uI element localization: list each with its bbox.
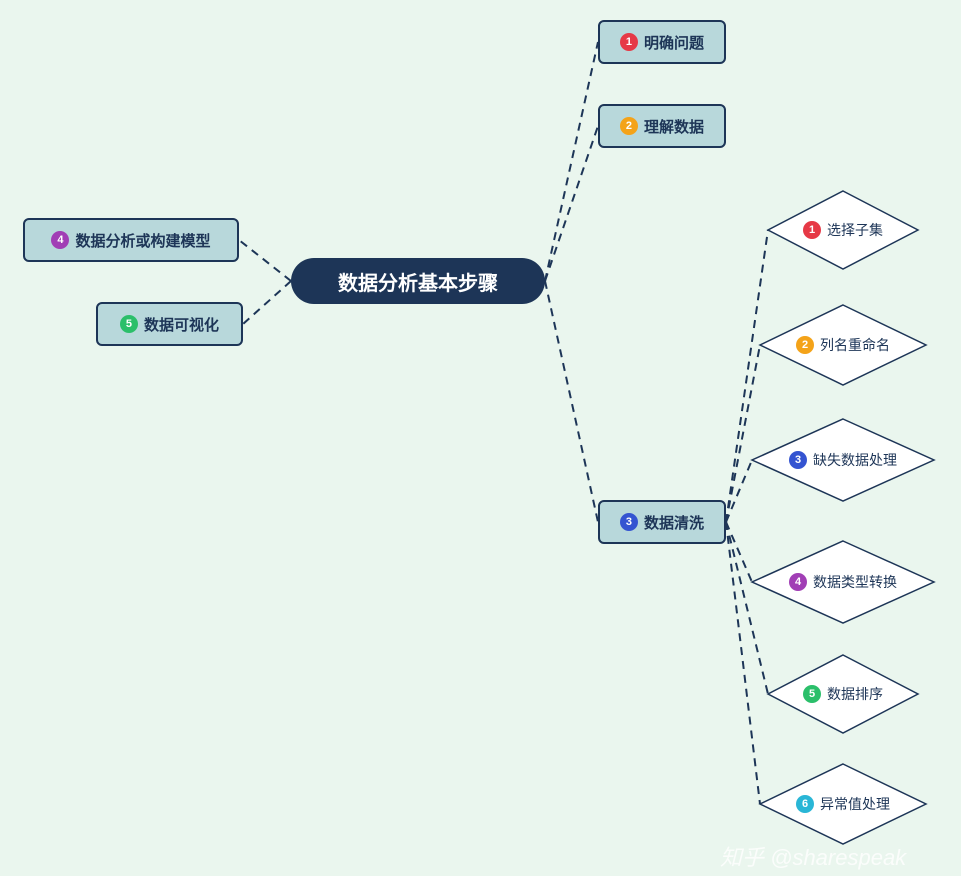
- badge-icon: 6: [796, 795, 814, 813]
- edge: [545, 281, 598, 522]
- badge-icon: 1: [803, 221, 821, 239]
- rect-node-n4: 4 数据分析或构建模型: [23, 218, 239, 262]
- edge: [243, 281, 291, 324]
- diamond-label: 异常值处理: [820, 794, 890, 814]
- diamond-label: 数据排序: [827, 684, 883, 704]
- diamond-label: 列名重命名: [820, 335, 890, 355]
- diamond-content: 3 缺失数据处理: [752, 419, 934, 501]
- rect-node-n3: 3 数据清洗: [598, 500, 726, 544]
- diamond-content: 5 数据排序: [768, 655, 918, 733]
- diamond-label: 数据类型转换: [813, 572, 897, 592]
- badge-icon: 5: [120, 315, 138, 333]
- badge-icon: 2: [796, 336, 814, 354]
- badge-icon: 3: [620, 513, 638, 531]
- diamond-node-d4: 4 数据类型转换: [752, 541, 934, 623]
- diamond-content: 4 数据类型转换: [752, 541, 934, 623]
- diamond-node-d6: 6 异常值处理: [760, 764, 926, 844]
- watermark-text: 知乎 @sharespeak: [720, 845, 906, 870]
- rect-node-n2: 2 理解数据: [598, 104, 726, 148]
- badge-icon: 4: [789, 573, 807, 591]
- rect-label: 明确问题: [644, 32, 704, 53]
- diamond-node-d1: 1 选择子集: [768, 191, 918, 269]
- root-label: 数据分析基本步骤: [338, 267, 498, 296]
- rect-label: 理解数据: [644, 116, 704, 137]
- badge-icon: 1: [620, 33, 638, 51]
- rect-label: 数据清洗: [644, 512, 704, 533]
- diamond-label: 缺失数据处理: [813, 450, 897, 470]
- diamond-node-d2: 2 列名重命名: [760, 305, 926, 385]
- diamond-content: 2 列名重命名: [760, 305, 926, 385]
- badge-icon: 5: [803, 685, 821, 703]
- rect-label: 数据分析或构建模型: [75, 230, 210, 251]
- edges-group: [239, 42, 768, 804]
- badge-icon: 3: [789, 451, 807, 469]
- rect-node-n5: 5 数据可视化: [96, 302, 243, 346]
- edge: [545, 126, 598, 281]
- edge: [545, 42, 598, 281]
- badge-icon: 2: [620, 117, 638, 135]
- diamond-node-d5: 5 数据排序: [768, 655, 918, 733]
- watermark: 知乎 @sharespeak: [720, 840, 906, 872]
- diamond-content: 6 异常值处理: [760, 764, 926, 844]
- diamond-content: 1 选择子集: [768, 191, 918, 269]
- badge-icon: 4: [51, 231, 69, 249]
- diamond-label: 选择子集: [827, 220, 883, 240]
- edge: [239, 240, 291, 281]
- rect-label: 数据可视化: [144, 314, 219, 335]
- root-node: 数据分析基本步骤: [291, 258, 545, 304]
- diamond-node-d3: 3 缺失数据处理: [752, 419, 934, 501]
- rect-node-n1: 1 明确问题: [598, 20, 726, 64]
